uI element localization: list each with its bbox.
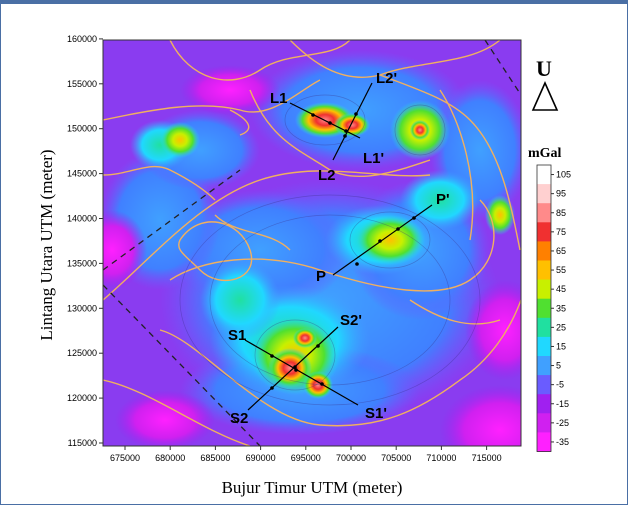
y-axis: 115000 120000 125000 130000 135000 140000 1450… [67,34,103,448]
x-tick-label: 690000 [246,453,276,463]
colorbar-label: 35 [556,303,566,313]
colorbar-swatch [537,184,551,204]
geology-boundaries [103,40,521,446]
colorbar-swatch [537,432,551,452]
x-tick-label: 685000 [200,453,230,463]
y-tick-label: 115000 [68,438,97,448]
map-border [102,39,522,447]
colorbar-swatch [537,203,551,223]
profile-label-l2: L2 [318,167,336,184]
colorbar-swatch [537,298,551,319]
colorbar-swatch [537,241,551,261]
colorbar-swatch [537,336,551,357]
x-tick-label: 715000 [472,453,502,463]
colorbar-swatch [537,394,551,414]
colorbar-swatch [537,356,551,376]
x-tick-label: 675000 [110,453,140,463]
y-tick-label: 130000 [67,303,97,313]
x-tick-label: 700000 [336,453,366,463]
colorbar-label: 55 [556,265,566,275]
x-axis: 675000 680000 685000 690000 695000 700000 7050… [110,446,502,463]
profile-label-l1-prime: L1' [363,150,384,167]
profile-label-p: P [316,268,326,285]
y-axis-title: Lintang Utara UTM (meter) [37,149,56,340]
colorbar-label: -5 [556,380,564,390]
y-tick-label: 140000 [67,214,97,224]
colorbar-label: -25 [556,418,569,428]
y-tick-label: 150000 [67,124,97,134]
north-arrow-icon [531,81,559,111]
profile-p [332,204,433,276]
contour-lines [179,94,481,406]
colorbar-label: 25 [556,322,566,332]
colorbar-label: 65 [556,246,566,256]
y-tick-label: 125000 [67,348,97,358]
colorbar-label: 15 [556,341,566,351]
north-letter: U [536,56,552,81]
profile-label-s1-prime: S1' [365,405,387,422]
colorbar-label: 95 [556,189,566,199]
y-tick-label: 120000 [67,393,97,403]
x-tick-label: 695000 [291,453,321,463]
profile-l1 [289,102,361,139]
y-tick-label: 145000 [67,169,97,179]
top-border [0,0,628,4]
colorbar-swatch [537,413,551,433]
fault-lines [103,40,521,446]
x-tick-label: 705000 [381,453,411,463]
colorbar-label: 45 [556,284,566,294]
profile-markers [270,112,416,390]
colorbar-label: 85 [556,208,566,218]
profile-lines [244,82,433,411]
colorbar-label: -35 [556,437,569,447]
y-tick-label: 155000 [67,79,97,89]
profile-s1 [244,339,359,406]
profile-label-p-prime: P' [436,191,450,208]
profile-label-l1: L1 [270,90,288,107]
profile-s2 [247,326,339,411]
x-axis-title: Bujur Timur UTM (meter) [222,478,403,497]
profile-label-s2: S2 [230,410,248,427]
colorbar-swatch [537,165,551,185]
colorbar-label: 5 [556,361,561,371]
colorbar: 105 95 85 75 65 55 45 35 25 15 5 -5 -15 -25 -35 [536,164,571,452]
colorbar-swatch [537,222,551,242]
y-tick-label: 160000 [67,34,97,44]
profile-label-s2-prime: S2' [340,312,362,329]
x-tick-label: 710000 [426,453,456,463]
colorbar-label: 105 [556,170,571,180]
x-tick-label: 680000 [155,453,185,463]
colorbar-swatch [537,317,551,338]
colorbar-swatch [537,375,551,395]
profile-label-s1: S1 [228,327,246,344]
colorbar-label: 75 [556,227,566,237]
colorbar-swatch [537,260,551,281]
profile-l2 [332,82,373,161]
profile-label-l2-prime: L2' [376,70,397,87]
colorbar-unit: mGal [528,146,562,161]
colorbar-label: -15 [556,399,569,409]
y-tick-label: 135000 [67,258,97,268]
colorbar-swatch [537,279,551,300]
